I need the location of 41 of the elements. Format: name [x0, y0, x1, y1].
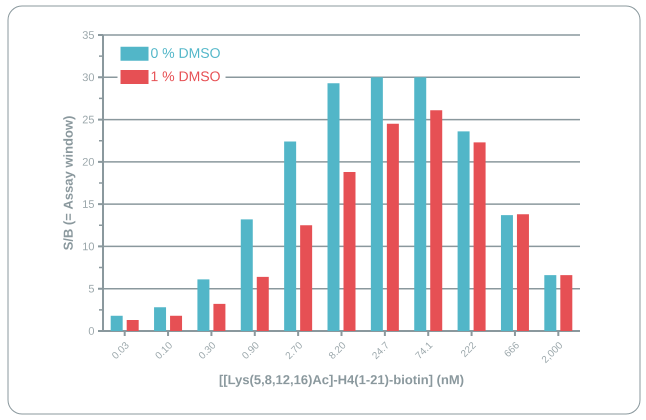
- y-tick-label: 25: [82, 116, 94, 124]
- bar: [126, 320, 139, 331]
- y-tick-label: 0: [88, 327, 94, 335]
- bar: [458, 131, 470, 331]
- y-tick-label: 10: [83, 242, 94, 250]
- y-axis-title: S/B (= Assay window): [63, 116, 76, 250]
- bar: [300, 225, 312, 331]
- bar: [516, 214, 529, 331]
- x-tick-label: 222: [461, 342, 476, 358]
- bar: [154, 307, 166, 331]
- bar: [560, 275, 572, 331]
- bar: [213, 304, 226, 331]
- bar: [328, 83, 340, 331]
- y-tick-label: 30: [82, 73, 94, 82]
- y-tick-label: 5: [88, 284, 94, 293]
- bar: [386, 124, 399, 331]
- bar: [500, 215, 513, 331]
- bar: [544, 275, 556, 331]
- bar: [170, 316, 182, 331]
- x-tick-label: 0.90: [242, 342, 258, 358]
- legend-label: 0 % DMSO: [151, 48, 220, 58]
- bar: [344, 172, 356, 331]
- bar: [256, 276, 269, 331]
- y-tick-label: 20: [82, 158, 94, 166]
- x-tick-label: 666: [504, 342, 519, 356]
- bar: [110, 316, 123, 331]
- bar: [414, 77, 426, 331]
- x-tick-label: 0.30: [198, 342, 216, 358]
- bar: [197, 279, 210, 331]
- y-tick-label: 15: [83, 200, 94, 208]
- x-axis-title: [[Lys(5,8,12,16)Ac]-H4(1-21)-biotin] (nM): [220, 374, 464, 387]
- x-tick-label: 0.03: [112, 342, 129, 358]
- x-tick-label: 0.10: [156, 342, 172, 358]
- bar: [474, 142, 486, 331]
- bar: [370, 77, 383, 331]
- bar: [240, 219, 253, 331]
- x-tick-label: 74.1: [414, 342, 433, 358]
- y-tick-label: 35: [82, 31, 94, 39]
- bar: [430, 110, 442, 331]
- legend-label: 1 % DMSO: [152, 71, 220, 82]
- bar: [284, 142, 296, 331]
